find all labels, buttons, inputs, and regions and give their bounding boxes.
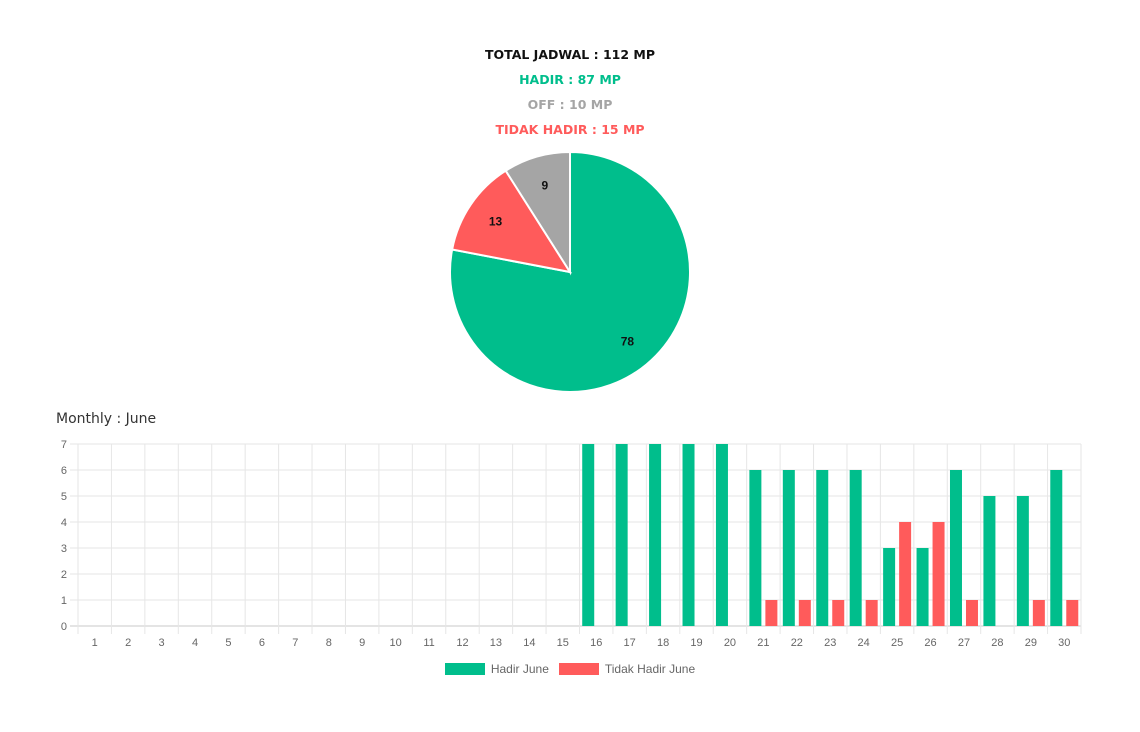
x-tick-label: 11 <box>423 637 434 649</box>
x-tick-label: 1 <box>92 637 98 649</box>
bar-hadir-june[interactable] <box>883 548 896 626</box>
bar-tidak-hadir-june[interactable] <box>798 600 811 626</box>
bar-hadir-june[interactable] <box>849 470 862 626</box>
x-tick-label: 26 <box>924 637 936 649</box>
x-tick-label: 10 <box>389 637 401 649</box>
y-tick-label: 1 <box>61 595 67 607</box>
x-tick-label: 18 <box>657 637 669 649</box>
x-tick-label: 5 <box>225 637 231 649</box>
y-tick-label: 2 <box>61 569 67 581</box>
bar-hadir-june[interactable] <box>615 444 628 626</box>
x-tick-label: 17 <box>624 637 636 649</box>
bar-tidak-hadir-june[interactable] <box>765 600 778 626</box>
hadir-label: HADIR : 87 MP <box>519 72 621 87</box>
pie-value-label: 13 <box>489 214 503 228</box>
legend-swatch-tidak-hadir <box>558 663 599 675</box>
bar-hadir-june[interactable] <box>582 444 595 626</box>
total-jadwal-label: TOTAL JADWAL : 112 MP <box>484 47 655 62</box>
x-tick-label: 25 <box>891 637 903 649</box>
x-tick-label: 9 <box>359 637 365 649</box>
bar-tidak-hadir-june[interactable] <box>965 600 978 626</box>
tidak-hadir-label: TIDAK HADIR : 15 MP <box>495 122 645 137</box>
legend-label-hadir: Hadir June <box>490 662 549 676</box>
bar-tidak-hadir-june[interactable] <box>1066 600 1079 626</box>
bar-hadir-june[interactable] <box>749 470 762 626</box>
attendance-pie-chart: 78 13 9 <box>449 150 691 393</box>
bar-hadir-june[interactable] <box>1016 496 1029 626</box>
x-tick-label: 23 <box>824 637 836 649</box>
y-tick-label: 3 <box>61 543 67 555</box>
y-tick-label: 6 <box>61 465 67 477</box>
legend-swatch-hadir <box>444 663 485 675</box>
bar-hadir-june[interactable] <box>949 470 962 626</box>
bar-tidak-hadir-june[interactable] <box>1032 600 1045 626</box>
y-tick-label: 5 <box>61 491 67 503</box>
x-tick-label: 29 <box>1025 637 1037 649</box>
monthly-chart-title: Monthly : June <box>56 411 157 427</box>
x-tick-label: 12 <box>456 637 468 649</box>
pie-value-label: 9 <box>542 179 549 193</box>
y-tick-label: 0 <box>61 621 67 633</box>
pie-value-label: 78 <box>621 334 635 348</box>
pie-slice-off[interactable] <box>504 150 571 276</box>
x-tick-label: 4 <box>192 637 198 649</box>
bar-hadir-june[interactable] <box>916 548 929 626</box>
x-tick-label: 6 <box>259 637 265 649</box>
y-tick-label: 7 <box>61 439 67 451</box>
bar-hadir-june[interactable] <box>816 470 829 626</box>
x-tick-label: 2 <box>125 637 131 649</box>
bar-tidak-hadir-june[interactable] <box>932 522 945 626</box>
bar-hadir-june[interactable] <box>983 496 996 626</box>
legend-item-hadir[interactable]: Hadir June <box>444 662 549 676</box>
y-tick-label: 4 <box>61 517 67 529</box>
x-tick-label: 20 <box>724 637 736 649</box>
legend-item-tidak-hadir[interactable]: Tidak Hadir June <box>558 662 696 676</box>
off-label: OFF : 10 MP <box>527 97 613 112</box>
x-tick-label: 19 <box>690 637 702 649</box>
chart-legend: Hadir June Tidak Hadir June <box>0 662 1140 676</box>
x-tick-label: 3 <box>159 637 165 649</box>
x-tick-label: 21 <box>757 637 769 649</box>
x-tick-label: 22 <box>791 637 803 649</box>
x-tick-label: 30 <box>1058 637 1070 649</box>
bar-hadir-june[interactable] <box>682 444 695 626</box>
x-tick-label: 7 <box>292 637 298 649</box>
x-tick-label: 15 <box>557 637 569 649</box>
bar-hadir-june[interactable] <box>715 444 728 626</box>
summary-block: TOTAL JADWAL : 112 MP HADIR : 87 MP OFF … <box>0 42 1140 142</box>
x-tick-label: 24 <box>858 637 870 649</box>
x-tick-label: 8 <box>326 637 332 649</box>
bar-tidak-hadir-june[interactable] <box>865 600 878 626</box>
x-tick-label: 27 <box>958 637 970 649</box>
bar-hadir-june[interactable] <box>782 470 795 626</box>
pie-slice-tidak-hadir[interactable] <box>450 169 573 274</box>
bar-hadir-june[interactable] <box>649 444 662 626</box>
bar-tidak-hadir-june[interactable] <box>832 600 845 626</box>
x-tick-label: 16 <box>590 637 602 649</box>
x-tick-label: 13 <box>490 637 502 649</box>
legend-label-tidak-hadir: Tidak Hadir June <box>604 662 696 676</box>
x-tick-label: 28 <box>991 637 1003 649</box>
bar-tidak-hadir-june[interactable] <box>899 522 912 626</box>
bar-hadir-june[interactable] <box>1050 470 1063 626</box>
x-tick-label: 14 <box>523 637 535 649</box>
